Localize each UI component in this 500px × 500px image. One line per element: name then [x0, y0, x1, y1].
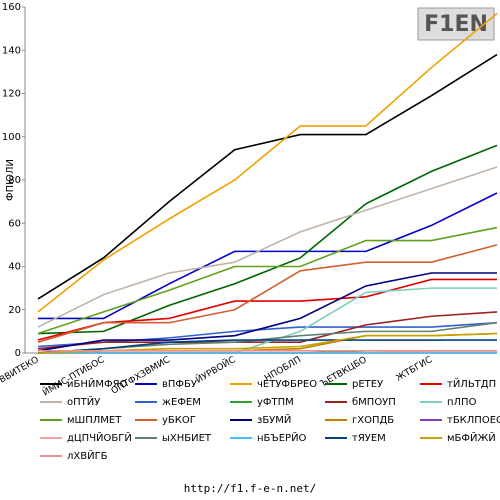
legend-label: уФТПМ [257, 397, 294, 408]
y-tick-label: 120 [2, 89, 21, 100]
legend-label: гХОПДБ [352, 415, 394, 426]
legend-label: лХВЙГБ [67, 449, 108, 462]
legend-label: тБКЛПОЕО [447, 415, 500, 426]
series-line [37, 272, 497, 352]
x-tick-label: ВВИТЕКО [0, 355, 41, 386]
logo-box [417, 7, 495, 41]
legend-label: оПТЙУ [67, 395, 100, 408]
legend-label: иБНЙМФЯО [67, 377, 128, 390]
legend-label: рЕТЕУ [352, 379, 383, 390]
legend-label: тЙЛЬТДП [447, 377, 496, 390]
x-tick-label: ЖТБГИС [395, 355, 435, 384]
x-tick-label: ОПТФХЗВМИС [110, 355, 172, 397]
y-tick-label: 20 [8, 305, 21, 316]
legend-label: мБФЙЖЙ [447, 431, 496, 444]
legend-label: пЛПО [447, 397, 477, 408]
footer: http://f1.f-e-n.net/ [184, 482, 316, 495]
series-line [37, 226, 498, 335]
series-line [37, 12, 498, 313]
y-axis-label: ФПЮЛИ [5, 159, 16, 201]
y-tick-label: 100 [2, 132, 21, 143]
series-line [37, 339, 497, 354]
legend-label: зБУМЙ [257, 413, 291, 426]
series-line [37, 53, 498, 300]
legend-label: вПФБУ [162, 379, 197, 390]
legend-label: дЦПЧЙОБГЙ [67, 431, 132, 444]
y-tick-label: 160 [2, 2, 21, 13]
x-tick-label: ЙУРВОЙС [193, 353, 237, 385]
y-tick-label: 60 [8, 218, 21, 229]
legend-label: ыХНБИЕТ [162, 433, 212, 444]
legend-label: нБЪЕРЙО [257, 431, 307, 444]
y-tick-label: 40 [8, 262, 21, 273]
legend-label: уБКОГ [162, 415, 196, 426]
legend-label: чЕТУФБРЕО [257, 379, 317, 390]
legend-label: бМПОУП [352, 397, 396, 408]
series-line [38, 287, 497, 354]
x-tick-label: ЙМИС-ПТИБОС [40, 353, 106, 398]
series-line [37, 244, 498, 343]
legend-label: тЯУЕМ [352, 433, 386, 444]
legend-label: жЕФЕМ [162, 397, 201, 408]
y-tick-label: 0 [15, 348, 21, 359]
logo: F1EN [424, 12, 488, 37]
legend-label: мШПЛМЕТ [67, 415, 122, 426]
series-line [37, 166, 498, 328]
y-tick-label: 140 [2, 45, 21, 56]
series-line [38, 192, 498, 320]
series-line [37, 144, 498, 335]
y-tick-label: 80 [8, 175, 21, 186]
